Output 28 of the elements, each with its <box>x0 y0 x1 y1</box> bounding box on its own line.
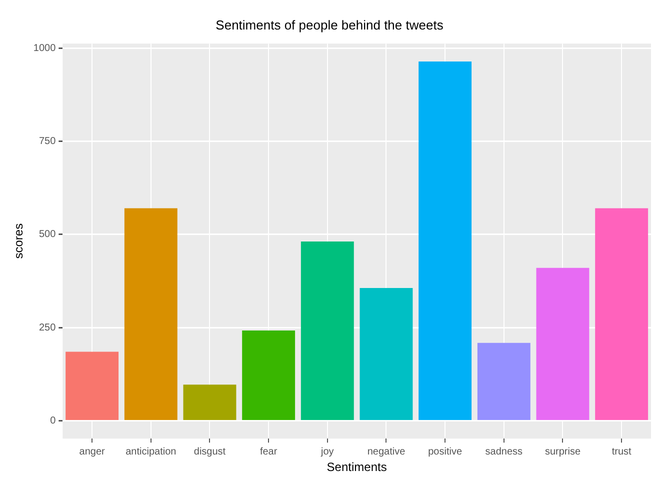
bar <box>477 342 530 420</box>
y-tick-label: 250 <box>38 322 56 334</box>
x-tick-label: trust <box>612 446 632 458</box>
bar <box>536 268 590 420</box>
y-tick-label: 500 <box>38 229 56 240</box>
x-tick-label: fear <box>260 446 278 458</box>
x-tick-label: anticipation <box>126 446 176 458</box>
x-tick-label: anger <box>79 446 106 458</box>
bar <box>360 288 413 420</box>
bar <box>66 352 119 420</box>
x-axis-title: Sentiments <box>326 460 387 474</box>
bar <box>595 208 648 420</box>
bar <box>300 241 354 420</box>
bar <box>242 330 296 420</box>
x-tick-label: joy <box>320 446 334 458</box>
x-tick-label: negative <box>367 446 406 458</box>
y-tick-label: 1000 <box>33 42 56 54</box>
chart-title: Sentiments of people behind the tweets <box>216 17 444 32</box>
bar <box>418 61 472 420</box>
x-tick-label: surprise <box>544 446 581 458</box>
x-tick-label: disgust <box>194 446 226 458</box>
bar <box>183 384 236 420</box>
y-tick-label: 750 <box>38 136 56 147</box>
y-tick-label: 0 <box>50 415 56 426</box>
x-tick-label: positive <box>428 446 462 458</box>
bar <box>124 208 178 420</box>
y-axis-title: scores <box>12 223 26 259</box>
x-tick-label: sadness <box>485 446 523 458</box>
